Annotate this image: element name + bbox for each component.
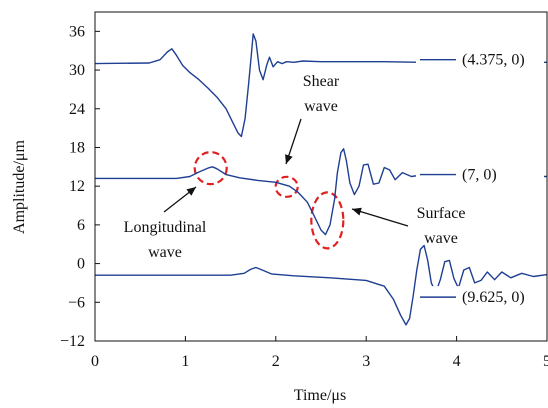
x-tick-label-4: 4: [453, 353, 461, 370]
annotation-longitudinal-line2: wave: [148, 244, 182, 261]
x-tick-label-2: 2: [272, 353, 280, 370]
legend-bg-0: [416, 48, 544, 69]
longitudinal-wave-arrow-head: [186, 187, 196, 196]
series-line-2: [95, 244, 548, 326]
legend-label-1: (7, 0): [462, 167, 497, 184]
series-line-1: [95, 148, 547, 236]
annotation-longitudinal-line1: Longitudinal: [124, 219, 207, 236]
y-tick-label-2: 0: [77, 256, 85, 273]
y-tick-label-6: 24: [69, 101, 85, 118]
annotation-circles: [193, 151, 345, 250]
annotation-shear-line1: Shear: [303, 73, 340, 90]
x-ticks: 0 1 2 3 4 5: [91, 336, 548, 370]
surface-wave-arrow-shaft: [351, 208, 409, 227]
legend-label-2: (9.625, 0): [462, 289, 525, 306]
legend-bg-2: [416, 286, 544, 307]
x-axis-title: Time/μs: [294, 387, 346, 404]
legend-label-0: (4.375, 0): [462, 52, 525, 69]
y-tick-label-3: 6: [77, 217, 85, 234]
x-tick-label-3: 3: [362, 353, 370, 370]
x-tick-label-0: 0: [91, 353, 99, 370]
x-tick-label-5: 5: [543, 353, 548, 370]
y-ticks: −12 −6 0 6 12 18 24 30 36: [60, 23, 100, 350]
y-axis-title: Amplitude/μm: [11, 139, 28, 233]
annotation-shear-line2: wave: [304, 98, 338, 115]
y-tick-label-5: 18: [69, 139, 85, 156]
plot-frame: [94, 11, 548, 342]
legend: (4.375, 0) (7, 0) (9.625, 0): [416, 48, 544, 307]
longitudinal-wave-circle: [193, 151, 228, 186]
legend-bg-1: [416, 163, 544, 184]
y-tick-label-8: 36: [69, 23, 85, 40]
annotation-surface-line1: Surface: [417, 205, 466, 222]
series-layer: [94, 33, 548, 326]
shear-wave-circle: [274, 175, 299, 198]
x-tick-label-1: 1: [181, 353, 189, 370]
y-tick-label-4: 12: [69, 178, 85, 195]
surface-wave-circle: [310, 191, 345, 250]
annotation-texts: Longitudinal wave Shear wave Surface wav…: [124, 73, 466, 261]
y-tick-label-7: 30: [69, 62, 85, 79]
y-tick-label-1: −6: [68, 294, 85, 311]
surface-wave-arrow-head: [352, 207, 362, 216]
axes: [94, 11, 548, 342]
annotation-surface-line2: wave: [424, 230, 458, 247]
series-line-0: [94, 33, 547, 138]
shear-wave-arrow-head: [285, 154, 293, 164]
y-tick-label-0: −12: [60, 333, 85, 350]
